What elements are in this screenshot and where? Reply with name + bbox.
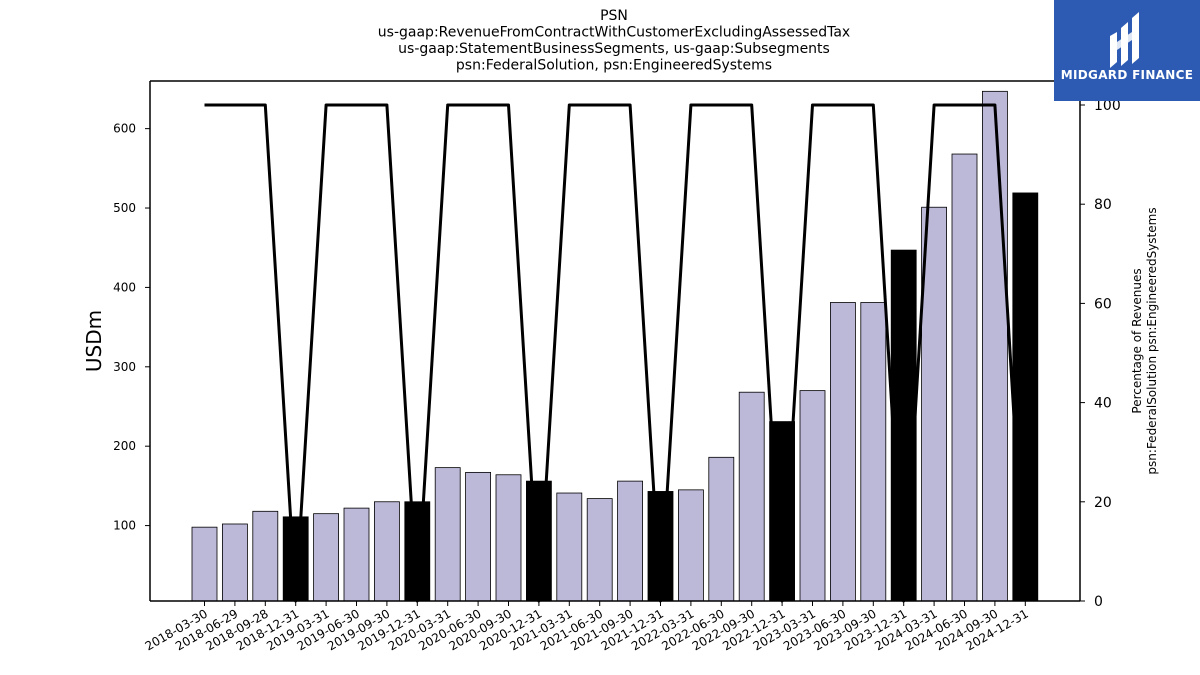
bar-quarter [221, 523, 248, 602]
x-axis-ticks: 2018-03-302018-06-292018-09-282018-12-31… [143, 601, 1031, 653]
y-tick-label: 400 [113, 280, 136, 294]
y-tick-label: 100 [113, 519, 136, 533]
bar-quarter [586, 498, 613, 602]
bar-quarter [343, 507, 370, 602]
y-tick-label: 600 [113, 122, 136, 136]
bar-quarter [191, 526, 218, 602]
bar-quarter [982, 90, 1008, 602]
bar-quarter [313, 513, 340, 602]
title-line: us-gaap:StatementBusinessSegments, us-ga… [398, 41, 830, 57]
bar-quarter [373, 501, 400, 602]
y2-axis-label-line: Percentage of Revenues [1130, 268, 1144, 413]
bar-quarter [921, 206, 947, 602]
bar-quarter [738, 391, 765, 602]
bar-quarter [556, 492, 583, 602]
y2-tick-label: 80 [1094, 197, 1112, 213]
midgard-logo-icon [1110, 12, 1139, 68]
title-line: us-gaap:RevenueFromContractWithCustomerE… [378, 25, 850, 41]
axes [149, 80, 1081, 602]
y2-tick-label: 0 [1094, 594, 1103, 610]
title-line: psn:FederalSolution, psn:EngineeredSyste… [456, 58, 772, 74]
bar-quarter [830, 302, 856, 602]
bar-quarter [434, 467, 461, 602]
percentage-line-path [204, 103, 1027, 603]
logo-text: MIDGARD FINANCE [1060, 68, 1194, 82]
y-tick-label: 300 [113, 360, 136, 374]
bar-quarter [678, 489, 704, 602]
bar-quarter [799, 390, 826, 602]
bar-quarter [860, 302, 887, 602]
bar-quarter [252, 510, 279, 602]
logo: MIDGARD FINANCE [1054, 0, 1200, 101]
y2-tick-label: 100 [1094, 98, 1121, 114]
bar-quarter [708, 456, 735, 602]
title-line: PSN [600, 8, 628, 24]
bar-annual [1012, 192, 1039, 602]
bar-quarter [465, 471, 492, 602]
bar-quarter [617, 480, 643, 602]
left-axis-ticks: 100 200 300 400 500 600 [113, 122, 150, 533]
y-tick-label: 200 [113, 439, 136, 453]
chart-title: PSNus-gaap:RevenueFromContractWithCustom… [378, 8, 850, 74]
y2-tick-label: 20 [1094, 495, 1112, 511]
bar-annual [526, 480, 552, 602]
bar-quarter [951, 153, 978, 602]
bars [191, 90, 1039, 602]
bar-quarter [495, 474, 522, 602]
bar-annual [890, 249, 917, 602]
y2-tick-label: 60 [1094, 296, 1112, 312]
right-axis-label: Percentage of Revenues psn:FederalSolutio… [1130, 207, 1159, 474]
y2-tick-label: 40 [1094, 396, 1112, 412]
right-axis-ticks: 0 20 40 60 80 100 [1080, 98, 1121, 610]
y-tick-label: 500 [113, 201, 136, 215]
y2-axis-label-line: psn:FederalSolution psn:EngineeredSystem… [1145, 207, 1159, 474]
percentage-line [204, 103, 1027, 603]
y-axis-label: USDm [82, 310, 106, 372]
